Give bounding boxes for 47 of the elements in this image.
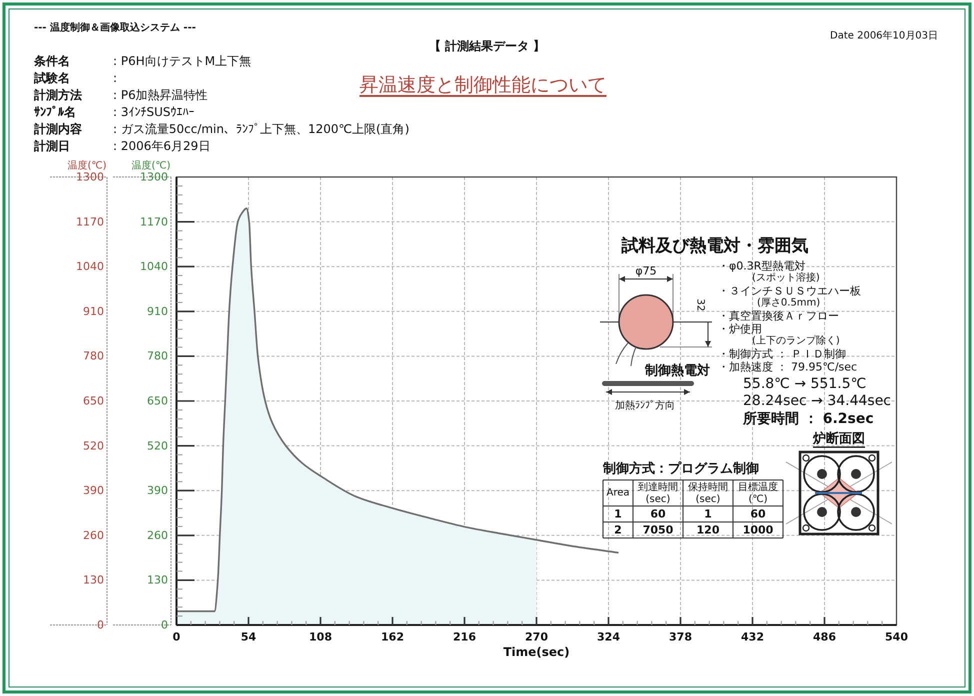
text: ｻﾝﾌﾟﾙ名 [34, 105, 76, 119]
annotation: 1 [614, 508, 622, 520]
annotation: (スポット溶接) [752, 272, 820, 284]
text: 計測内容 [33, 122, 82, 136]
annotation: 保持時間(sec) [688, 480, 728, 504]
annotation: 120 [696, 524, 720, 536]
annotation: ・炉使用 [718, 322, 762, 336]
text: : P6H向けテストM上下無 [113, 54, 252, 68]
annotation: ・φ0.3R型熱電対 [718, 260, 806, 272]
annotation: 制御方式：プログラム制御 [602, 460, 759, 476]
annotation: 32 [694, 298, 706, 312]
annotation: 1000 [742, 524, 774, 536]
annotation: 7050 [642, 524, 674, 536]
annotation: 制御熱電対 [644, 362, 710, 378]
annotation: 28.24sec → 34.44sec [743, 393, 891, 409]
annotation: 60 [650, 508, 666, 520]
annotation: 60 [750, 508, 766, 520]
text: 計測方法 [33, 88, 82, 102]
annotation: 所要時間 ： 6.2sec [742, 411, 874, 427]
text: : 2006年6月29日 [113, 139, 210, 153]
text: 条件名 [33, 54, 70, 68]
annotation: ・制御方式 ： ＰＩＤ制御 [718, 348, 846, 360]
text: : ガス流量50cc/min、ﾗﾝﾌﾟ上下無、1200℃上限(直角) [113, 122, 410, 136]
annotation: Area [606, 488, 630, 498]
annotation: 2 [614, 524, 622, 536]
text: 試験名 [33, 71, 70, 85]
annotation: (上下のランプ除く) [752, 334, 840, 346]
annotation: φ75 [635, 264, 657, 278]
annotation: 55.8℃ → 551.5℃ [743, 376, 866, 392]
text: : [113, 71, 118, 85]
annotation: (厚さ0.5mm) [757, 298, 820, 308]
text: --- 温度制御＆画像取込システム --- [34, 22, 196, 34]
text: 計測日 [33, 139, 70, 153]
annotation: 炉断面図 [812, 430, 865, 446]
annotation: 到達時間(sec) [638, 480, 678, 504]
annotation: ・３インチＳＵＳウエハー板 [718, 284, 861, 298]
annotation: ・加熱速度 ： 79.95℃/sec [718, 360, 858, 374]
annotation: 加熱ﾗﾝﾌﾟ方向 [615, 400, 675, 412]
text: Date 2006年10月03日 [830, 30, 938, 42]
title: 【 計測結果データ 】 [428, 39, 546, 53]
annotation: 1 [704, 508, 712, 520]
annotation: 目標温度(℃) [738, 480, 778, 504]
text: : 3ｲﾝﾁSUSｳｴﾊｰ [113, 105, 195, 119]
subtitle: 昇温速度と制御性能について [360, 74, 606, 96]
annotation: 試料及び熱電対・雰囲気 [620, 236, 808, 256]
annotation: ・真空置換後Ａｒフロー [718, 310, 839, 322]
text: : P6加熱昇温特性 [113, 88, 208, 102]
